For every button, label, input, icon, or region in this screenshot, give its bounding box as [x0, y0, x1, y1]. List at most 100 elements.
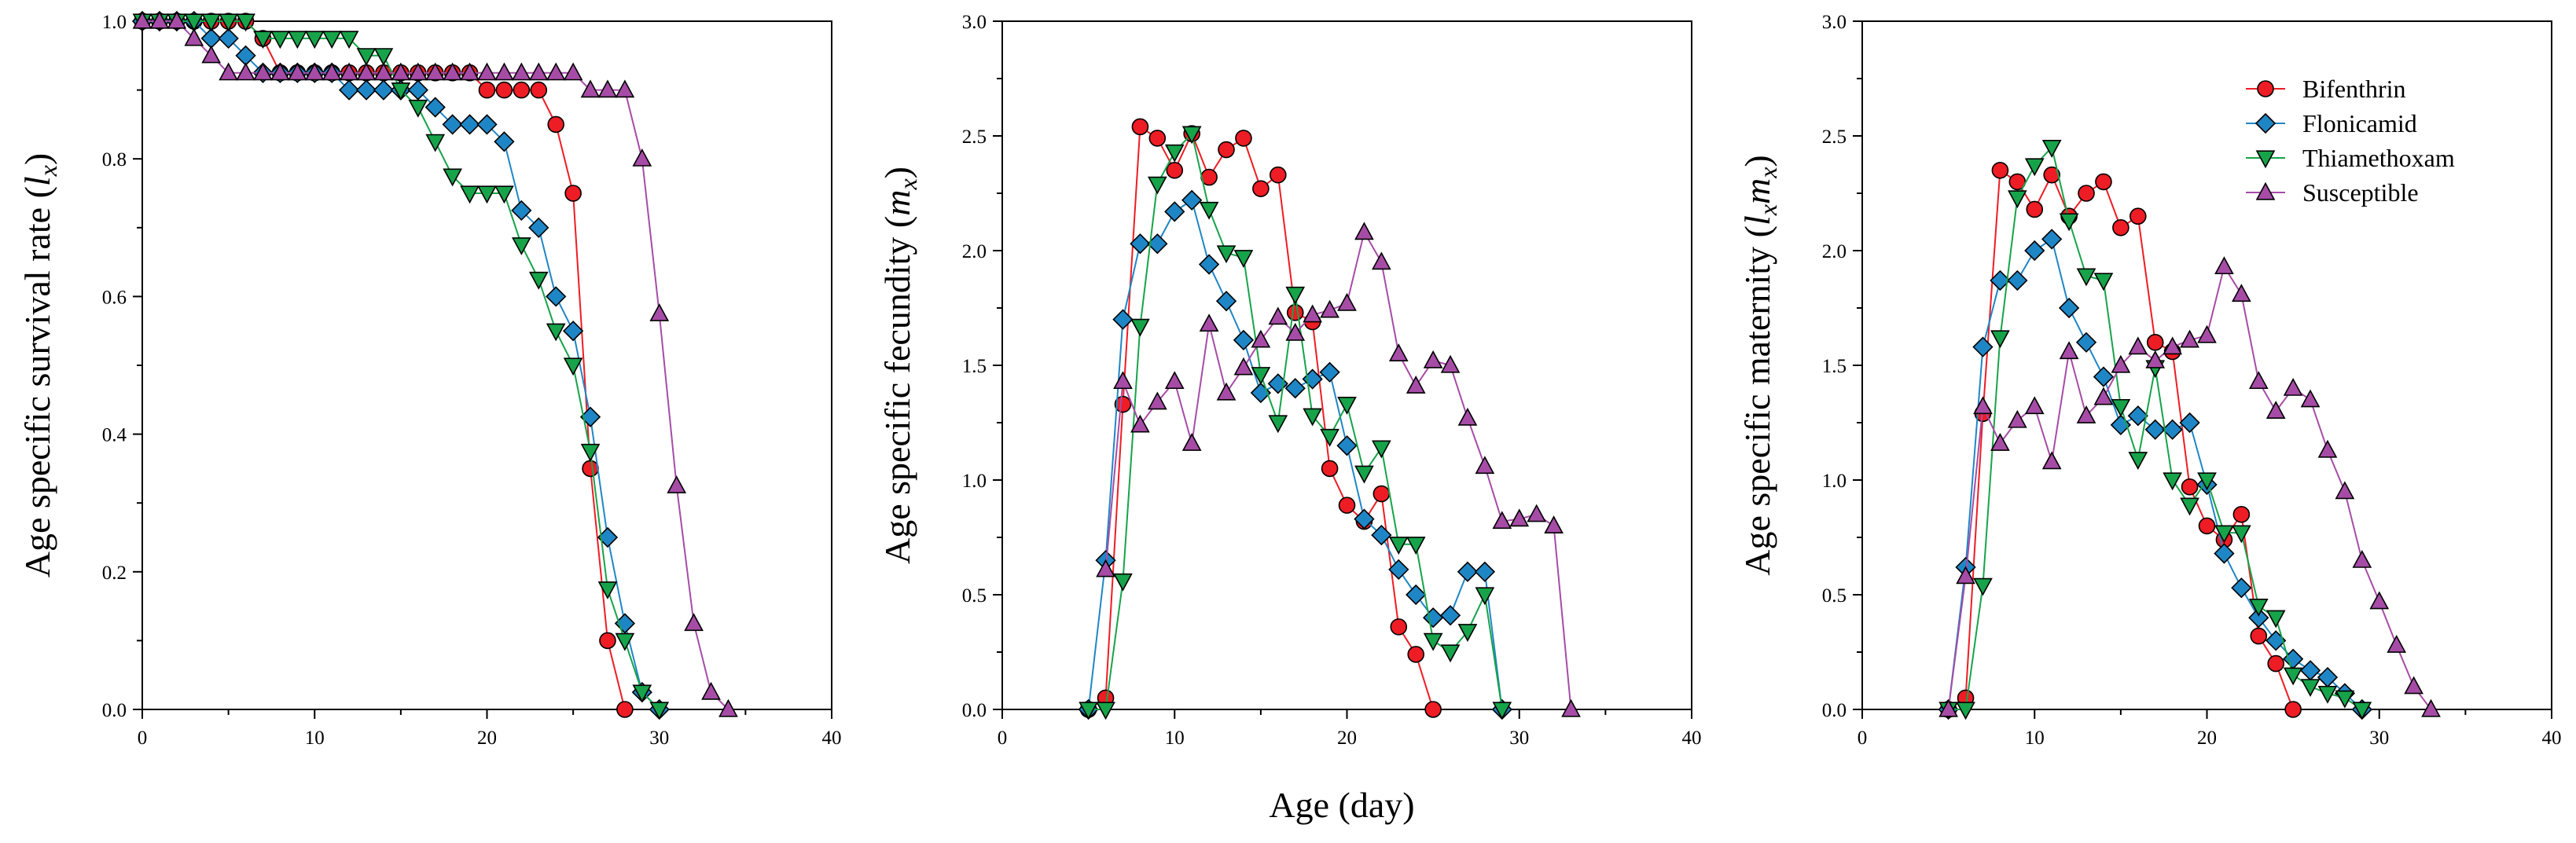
data-point-bifenthrin [1235, 130, 1252, 147]
data-point-bifenthrin [2043, 166, 2060, 184]
data-point-susceptible [597, 79, 618, 98]
data-point-bifenthrin [2095, 173, 2112, 191]
data-point-susceptible [184, 27, 204, 46]
data-point-flonicamid [1371, 524, 1392, 546]
data-point-bifenthrin [1407, 646, 1424, 663]
y-tick-label: 3.0 [1822, 12, 1847, 33]
data-point-susceptible [201, 45, 222, 64]
data-point-thiamethoxam [1251, 367, 1271, 385]
data-point-thiamethoxam [1303, 408, 1322, 427]
data-point-flonicamid [1130, 233, 1151, 255]
x-tick-label: 30 [649, 728, 669, 749]
data-point-bifenthrin [616, 701, 634, 718]
data-point-susceptible [2163, 336, 2182, 355]
data-point-thiamethoxam [1130, 318, 1150, 337]
data-point-flonicamid [2093, 366, 2115, 387]
y-tick-label: 3.0 [962, 12, 987, 33]
data-point-susceptible [512, 62, 531, 81]
data-point-susceptible [1354, 222, 1374, 240]
data-point-susceptible [1303, 304, 1322, 323]
legend-label: Susceptible [2302, 178, 2419, 207]
data-point-thiamethoxam [2076, 268, 2096, 287]
data-point-susceptible [528, 62, 549, 81]
shared-x-axis-label: Age (day) [1269, 785, 1414, 825]
legend-label: Bifenthrin [2302, 75, 2406, 103]
data-point-flonicamid [546, 286, 567, 307]
data-point-susceptible [1268, 306, 1288, 325]
data-point-susceptible [2232, 284, 2251, 302]
data-point-thiamethoxam [304, 31, 325, 49]
data-point-thiamethoxam [236, 13, 255, 32]
data-point-susceptible [701, 681, 721, 700]
y-axis-label-part: ) [877, 167, 917, 178]
data-point-thiamethoxam [443, 168, 462, 187]
data-point-susceptible [1216, 382, 1237, 401]
data-point-flonicamid [442, 114, 463, 135]
y-tick-label: 0.5 [962, 585, 987, 607]
data-point-susceptible [2197, 324, 2217, 343]
data-point-susceptible [2387, 635, 2407, 653]
data-point-bifenthrin [2284, 701, 2302, 718]
data-point-susceptible [236, 62, 255, 81]
data-point-susceptible [356, 62, 377, 81]
data-point-bifenthrin [1114, 395, 1132, 413]
data-point-bifenthrin [2146, 333, 2164, 351]
legend-label: Flonicamid [2302, 109, 2417, 137]
data-point-thiamethoxam [2300, 679, 2321, 698]
x-tick-label: 10 [1165, 728, 1185, 749]
data-point-thiamethoxam [1079, 702, 1098, 720]
data-point-thiamethoxam [563, 357, 583, 376]
data-point-susceptible [2404, 676, 2423, 695]
data-point-flonicamid [1457, 561, 1479, 582]
x-tick-label: 40 [1682, 728, 1702, 749]
data-point-flonicamid [476, 114, 498, 135]
plot-frame [1861, 20, 2552, 710]
x-tick-label: 40 [822, 728, 842, 749]
data-point-thiamethoxam [2128, 452, 2148, 470]
data-point-flonicamid [1164, 201, 1185, 222]
y-tick-label: 1.5 [962, 356, 987, 377]
data-point-susceptible [391, 62, 411, 81]
data-point-thiamethoxam [477, 185, 497, 204]
data-point-susceptible [718, 698, 738, 717]
data-point-thiamethoxam [1457, 624, 1478, 642]
x-tick-label: 20 [2197, 728, 2217, 749]
data-point-thiamethoxam [1492, 702, 1512, 720]
data-point-susceptible [2300, 389, 2321, 408]
series-line-flonicamid [1947, 237, 2363, 710]
series-line-susceptible [142, 20, 729, 710]
y-tick-label: 2.5 [962, 126, 987, 148]
y-tick-label: 0.5 [1822, 585, 1847, 607]
data-point-flonicamid [218, 27, 239, 49]
data-point-bifenthrin [2130, 207, 2147, 225]
data-point-bifenthrin [1270, 166, 1287, 184]
x-tick-label: 30 [1509, 728, 1529, 749]
series-markers-bifenthrin [134, 13, 634, 718]
data-point-flonicamid [338, 79, 360, 101]
data-point-flonicamid [2248, 607, 2269, 629]
data-point-susceptible [1181, 433, 1202, 451]
data-point-flonicamid [2127, 405, 2148, 427]
data-point-susceptible [2335, 481, 2355, 500]
data-point-flonicamid [1319, 361, 1340, 383]
legend-label: Thiamethoxam [2302, 144, 2455, 172]
data-point-susceptible [1938, 698, 1958, 717]
y-axis-label-part: m [877, 190, 917, 216]
series-markers-susceptible [132, 10, 738, 717]
data-point-susceptible [1990, 433, 2010, 451]
data-point-susceptible [287, 62, 307, 81]
y-tick-label: 1.0 [962, 471, 987, 492]
data-point-thiamethoxam [1216, 245, 1237, 264]
data-point-susceptible [1233, 357, 1254, 376]
data-point-thiamethoxam [528, 271, 549, 290]
data-point-susceptible [2248, 371, 2269, 390]
data-point-thiamethoxam [512, 237, 531, 255]
data-point-flonicamid [407, 79, 428, 101]
data-point-susceptible [2059, 341, 2079, 360]
data-point-susceptible [167, 10, 187, 29]
data-point-susceptible [1147, 391, 1167, 410]
series-markers-bifenthrin [1079, 118, 1442, 718]
data-point-susceptible [1372, 251, 1391, 270]
data-point-bifenthrin [2250, 627, 2268, 645]
